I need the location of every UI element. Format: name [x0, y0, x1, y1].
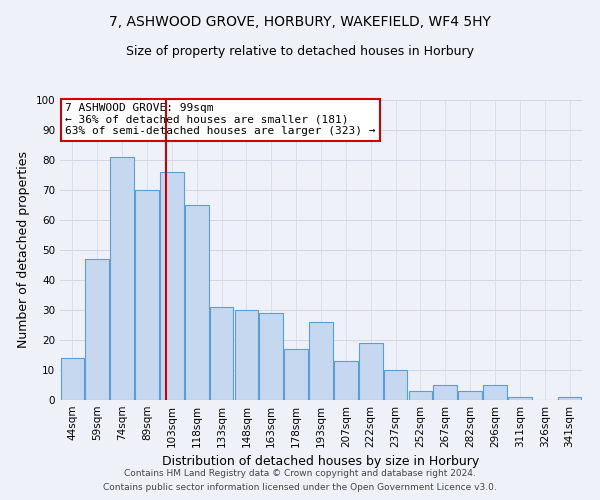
Bar — [558, 397, 581, 400]
Bar — [85, 259, 109, 400]
Text: Size of property relative to detached houses in Horbury: Size of property relative to detached ho… — [126, 45, 474, 58]
Bar — [135, 190, 159, 400]
Bar — [433, 385, 457, 400]
Bar — [284, 349, 308, 400]
Y-axis label: Number of detached properties: Number of detached properties — [17, 152, 30, 348]
Bar — [235, 310, 258, 400]
Text: 7, ASHWOOD GROVE, HORBURY, WAKEFIELD, WF4 5HY: 7, ASHWOOD GROVE, HORBURY, WAKEFIELD, WF… — [109, 15, 491, 29]
Bar — [309, 322, 333, 400]
Bar — [110, 157, 134, 400]
Bar — [185, 205, 209, 400]
Text: 7 ASHWOOD GROVE: 99sqm
← 36% of detached houses are smaller (181)
63% of semi-de: 7 ASHWOOD GROVE: 99sqm ← 36% of detached… — [65, 103, 376, 136]
Bar — [483, 385, 507, 400]
Bar — [409, 391, 432, 400]
Bar — [458, 391, 482, 400]
Bar — [259, 313, 283, 400]
Text: Contains public sector information licensed under the Open Government Licence v3: Contains public sector information licen… — [103, 484, 497, 492]
Bar — [508, 397, 532, 400]
Text: Contains HM Land Registry data © Crown copyright and database right 2024.: Contains HM Land Registry data © Crown c… — [124, 468, 476, 477]
Bar — [334, 361, 358, 400]
Bar — [160, 172, 184, 400]
Bar — [61, 358, 84, 400]
Bar — [210, 307, 233, 400]
Bar — [384, 370, 407, 400]
Bar — [359, 343, 383, 400]
X-axis label: Distribution of detached houses by size in Horbury: Distribution of detached houses by size … — [163, 456, 479, 468]
